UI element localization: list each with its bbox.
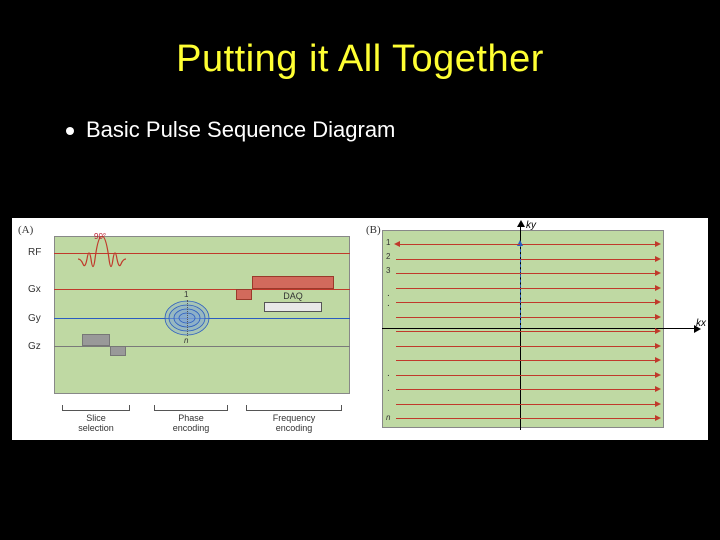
kspace-arrowhead-icon — [655, 415, 661, 421]
ellipsis-dot: . — [387, 368, 390, 379]
slide: Putting it All Together Basic Pulse Sequ… — [0, 0, 720, 540]
bullet-item: Basic Pulse Sequence Diagram — [66, 117, 720, 143]
kspace-line — [396, 288, 656, 289]
kspace-arrowhead-icon — [655, 343, 661, 349]
kspace-arrowhead-icon — [655, 241, 661, 247]
phase-encode-arrow-icon — [517, 240, 523, 246]
panel-a-pulse-sequence: (A) RF Gx Gy Gz 90° — [12, 218, 360, 440]
kspace-arrowhead-icon — [655, 386, 661, 392]
daq-label: DAQ — [278, 291, 308, 301]
gz-baseline — [54, 346, 350, 347]
kx-axis — [382, 328, 696, 329]
kspace-line — [396, 375, 656, 376]
gy-top-num: 1 — [184, 290, 188, 299]
gz-pulse-neg — [110, 346, 126, 356]
krow-num-3: 3 — [386, 266, 390, 275]
ky-axis-label: ky — [526, 220, 536, 231]
phase-encode-dash — [520, 244, 521, 328]
gx-baseline — [54, 289, 350, 290]
gy-dotted-line — [187, 300, 188, 336]
kspace-line — [396, 259, 656, 260]
krow-num-1: 1 — [386, 238, 390, 247]
bracket-slice — [62, 405, 130, 411]
ellipsis-dot: . — [387, 383, 390, 394]
ky-arrowhead-icon — [517, 220, 525, 227]
krow-num-2: 2 — [386, 252, 390, 261]
gx-row-label: Gx — [28, 284, 41, 295]
kspace-arrowhead-icon — [655, 357, 661, 363]
kspace-arrowhead-icon — [655, 299, 661, 305]
bullet-text: Basic Pulse Sequence Diagram — [86, 117, 395, 142]
kspace-arrowhead-icon — [655, 328, 661, 334]
kspace-line — [396, 346, 656, 347]
kspace-arrowhead-icon — [655, 256, 661, 262]
readout-dash-arrow-icon — [394, 241, 400, 247]
gy-row-label: Gy — [28, 313, 41, 324]
panel-a-label: (A) — [18, 224, 33, 236]
panel-b-kspace: (B) ky kx .... 1 2 3 n — [360, 218, 708, 440]
kspace-line — [396, 302, 656, 303]
ellipsis-dot: . — [387, 298, 390, 309]
caption-phase: Phase encoding — [154, 414, 228, 434]
kspace-arrowhead-icon — [655, 270, 661, 276]
gx-prephase-pulse — [236, 289, 252, 300]
krow-num-n: n — [386, 413, 390, 422]
gz-row-label: Gz — [28, 341, 41, 352]
kspace-arrowhead-icon — [655, 372, 661, 378]
kx-axis-label: kx — [696, 318, 706, 329]
panel-b-plot-area — [382, 230, 664, 428]
kspace-arrowhead-icon — [655, 401, 661, 407]
rf-row-label: RF — [28, 247, 41, 258]
kspace-arrowhead-icon — [655, 285, 661, 291]
kspace-line — [396, 317, 656, 318]
bracket-phase — [154, 405, 228, 411]
daq-window — [264, 302, 322, 312]
rf-pulse-icon — [78, 236, 126, 270]
slide-title: Putting it All Together — [0, 0, 720, 81]
bracket-freq — [246, 405, 342, 411]
kspace-line — [396, 273, 656, 274]
kspace-line — [396, 389, 656, 390]
figure-container: (A) RF Gx Gy Gz 90° — [12, 218, 708, 440]
panel-b-label: (B) — [366, 224, 381, 236]
gy-bottom-num: n — [184, 336, 188, 345]
rf-flip-angle: 90° — [94, 232, 106, 241]
caption-freq: Frequency encoding — [246, 414, 342, 434]
readout-dash — [398, 244, 520, 245]
gz-pulse-pos — [82, 334, 110, 346]
bullet-dot-icon — [66, 127, 74, 135]
kspace-arrowhead-icon — [655, 314, 661, 320]
caption-slice: Slice selection — [62, 414, 130, 434]
kspace-line — [396, 331, 656, 332]
kspace-line — [396, 418, 656, 419]
gx-readout-pulse — [252, 276, 334, 289]
kspace-line — [396, 404, 656, 405]
kspace-line — [396, 360, 656, 361]
